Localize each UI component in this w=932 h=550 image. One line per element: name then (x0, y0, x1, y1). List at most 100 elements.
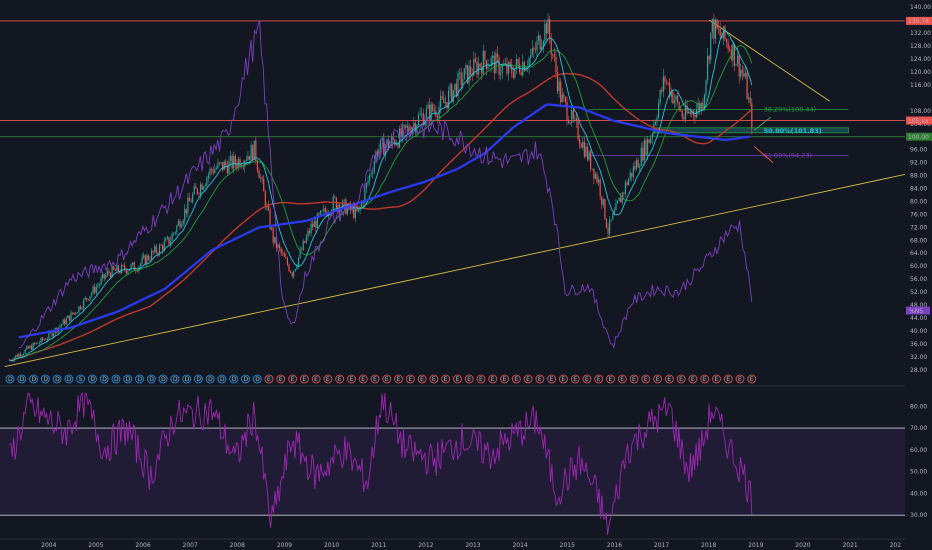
event-marker-letter: E (279, 376, 283, 383)
oscillator-tick-label: 70.00 (910, 425, 927, 432)
fast-moving-average-line (9, 30, 753, 361)
event-marker[interactable] (241, 374, 250, 384)
price-tick-label: 40.00 (910, 328, 927, 335)
event-marker[interactable] (559, 374, 568, 384)
event-marker[interactable] (252, 374, 262, 384)
falling-trendline[interactable] (709, 19, 830, 102)
candle-body (375, 151, 377, 161)
event-marker[interactable] (723, 374, 733, 384)
event-marker[interactable] (111, 374, 121, 384)
event-marker[interactable] (205, 374, 215, 384)
event-marker[interactable] (535, 374, 545, 384)
event-marker[interactable] (146, 374, 156, 384)
event-marker[interactable] (229, 374, 239, 384)
candle-body (724, 26, 726, 40)
event-marker[interactable] (747, 374, 757, 384)
event-marker[interactable] (653, 374, 663, 384)
time-axis[interactable]: 2004 2005 2006 2007 2008 2009 2010 2011 2012 2013… (41, 542, 901, 549)
event-marker[interactable] (17, 374, 27, 384)
event-marker[interactable] (370, 374, 380, 384)
event-marker[interactable] (594, 374, 604, 384)
event-marker[interactable] (40, 374, 50, 384)
event-marker[interactable] (441, 374, 451, 384)
candle-body (315, 220, 317, 228)
event-marker[interactable] (676, 374, 686, 384)
candle-body (32, 343, 34, 350)
price-axis[interactable]: 140.00 132.00 128.00 124.00 120.00 116.00 108.… (905, 0, 932, 550)
year-tick-label: 2011 (371, 542, 386, 549)
candle-body (673, 100, 676, 104)
event-marker[interactable] (394, 374, 403, 384)
event-marker[interactable] (311, 374, 321, 384)
event-marker[interactable] (641, 374, 651, 384)
event-marker[interactable] (500, 374, 509, 384)
event-marker[interactable] (193, 374, 203, 384)
event-marker[interactable] (5, 374, 15, 384)
event-marker[interactable] (264, 374, 274, 384)
event-marker[interactable] (582, 374, 592, 384)
event-marker[interactable] (629, 374, 639, 384)
candle-body (604, 199, 606, 220)
event-marker[interactable] (135, 374, 144, 384)
event-marker[interactable] (52, 374, 62, 384)
event-marker[interactable] (606, 374, 615, 384)
event-marker[interactable] (712, 374, 721, 384)
event-marker[interactable] (299, 374, 309, 384)
candle-body (422, 113, 424, 126)
event-marker[interactable] (523, 374, 533, 384)
oscillator-axis[interactable]: 80.00 70.00 60.00 50.00 40.00 30.00 (910, 403, 927, 519)
event-marker[interactable] (335, 374, 345, 384)
event-marker[interactable] (76, 374, 86, 384)
event-marker[interactable] (700, 374, 710, 384)
candle-body (588, 151, 590, 160)
rising-trendline[interactable] (4, 168, 931, 367)
candle-body (269, 209, 271, 229)
event-marker[interactable] (453, 374, 462, 384)
event-marker[interactable] (29, 374, 38, 384)
event-marker[interactable] (276, 374, 286, 384)
event-marker-letter: D (243, 376, 248, 383)
event-marker[interactable] (217, 374, 227, 384)
event-marker[interactable] (570, 374, 580, 384)
event-marker[interactable] (405, 374, 415, 384)
event-marker[interactable] (617, 374, 627, 384)
candle-body (658, 103, 660, 118)
event-marker[interactable] (735, 374, 745, 384)
price-panel[interactable]: 38.20%(108.44) 50.00%(101.83) 61.80%(94.23… (0, 13, 931, 367)
candle-body (662, 76, 664, 92)
event-marker[interactable] (547, 374, 557, 384)
event-marker[interactable] (288, 374, 297, 384)
event-marker-letter: D (8, 376, 13, 383)
candle-body (536, 40, 538, 51)
candle-body (35, 342, 37, 345)
event-marker[interactable] (182, 374, 192, 384)
candle-body (457, 72, 459, 97)
event-marker[interactable] (688, 374, 698, 384)
oscillator-panel[interactable] (0, 391, 905, 535)
candle-body (534, 49, 537, 51)
event-marker[interactable] (64, 374, 74, 384)
event-marker[interactable] (358, 374, 368, 384)
event-marker[interactable] (88, 374, 97, 384)
event-marker[interactable] (347, 374, 356, 384)
candle-body (575, 118, 578, 122)
event-marker[interactable] (664, 374, 674, 384)
event-marker[interactable] (488, 374, 498, 384)
event-marker[interactable] (382, 374, 392, 384)
event-marker[interactable] (123, 374, 133, 384)
event-marker[interactable] (511, 374, 521, 384)
event-marker-letter: E (338, 376, 342, 383)
candle-body (710, 32, 712, 60)
event-marker[interactable] (464, 374, 474, 384)
event-marker[interactable] (429, 374, 439, 384)
candle-body (67, 315, 69, 319)
event-marker-letter: E (679, 376, 683, 383)
event-marker[interactable] (476, 374, 486, 384)
candle-body (520, 72, 522, 76)
event-marker[interactable] (417, 374, 427, 384)
event-marker[interactable] (170, 374, 180, 384)
event-marker[interactable] (323, 374, 333, 384)
event-marker[interactable] (99, 374, 109, 384)
event-marker[interactable] (158, 374, 168, 384)
